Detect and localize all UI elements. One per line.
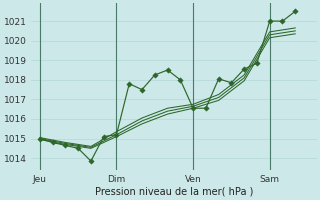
X-axis label: Pression niveau de la mer( hPa ): Pression niveau de la mer( hPa ): [95, 187, 253, 197]
